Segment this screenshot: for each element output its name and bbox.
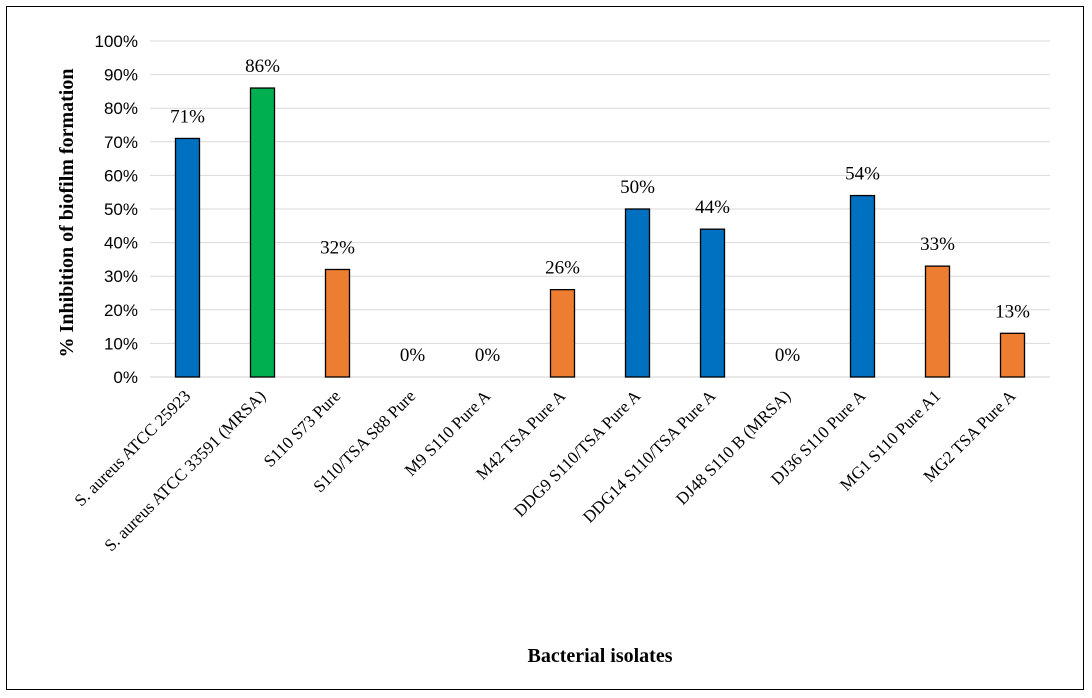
category-label: S. aureus ATCC 33591 (MRSA) (101, 386, 270, 555)
data-label: 71% (170, 106, 205, 127)
bar (549, 288, 576, 378)
data-label: 44% (695, 197, 730, 218)
bar (999, 332, 1026, 378)
data-label: 32% (320, 237, 355, 258)
data-label: 26% (545, 258, 580, 279)
data-label: 0% (400, 345, 426, 366)
y-tick-label: 70% (104, 133, 138, 152)
data-label: 33% (920, 234, 955, 255)
y-tick-label: 0% (113, 368, 138, 387)
y-tick-label: 90% (104, 66, 138, 85)
bar (699, 228, 726, 378)
bar (249, 87, 276, 378)
y-tick-label: 100% (95, 32, 138, 51)
data-label: 0% (775, 345, 801, 366)
y-tick-label: 80% (104, 99, 138, 118)
x-axis-title: Bacterial isolates (528, 645, 673, 667)
data-label: 0% (475, 345, 501, 366)
bar (174, 137, 201, 378)
y-axis-title: % Inhibition of biofilm formation (56, 69, 78, 358)
data-label: 50% (620, 177, 655, 198)
y-tick-label: 60% (104, 166, 138, 185)
category-label: S110 S73 Pure (260, 386, 344, 470)
bar (849, 194, 876, 378)
bar (324, 268, 351, 378)
data-label: 54% (845, 164, 880, 185)
y-tick-label: 40% (104, 234, 138, 253)
data-label: 13% (995, 301, 1030, 322)
category-label: DDG14 S110/TSA Pure A (579, 386, 720, 527)
category-label: DDG9 S110/TSA Pure A (510, 386, 645, 521)
data-label: 86% (245, 56, 280, 77)
y-tick-label: 10% (104, 334, 138, 353)
bar (924, 265, 951, 378)
y-tick-label: 50% (104, 200, 138, 219)
y-tick-label: 20% (104, 301, 138, 320)
y-tick-label: 30% (104, 267, 138, 286)
bar (624, 208, 651, 378)
